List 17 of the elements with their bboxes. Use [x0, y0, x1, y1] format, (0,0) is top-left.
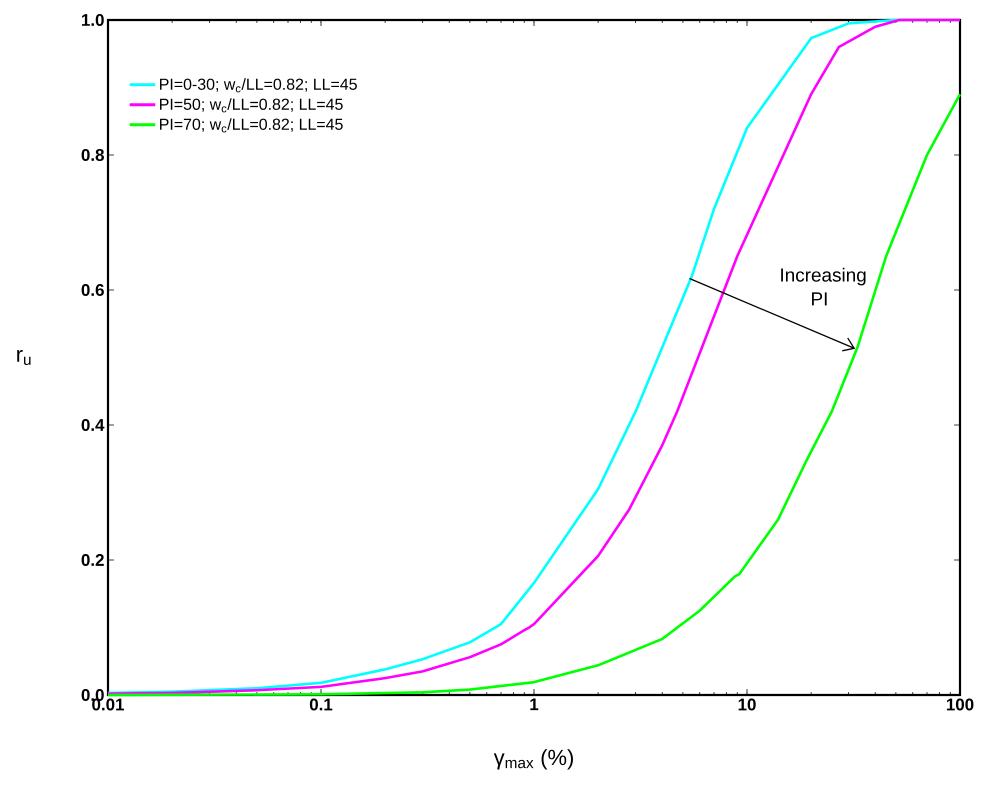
x-tick-label: 100: [946, 698, 974, 710]
x-tick-label: 0.01: [92, 698, 124, 710]
y-tick-label: 1.0: [82, 14, 104, 26]
y-tick-label: 0.0: [82, 688, 104, 701]
x-tick-label: 0.1: [310, 698, 332, 710]
x-tick-label: 1: [530, 698, 538, 710]
y-tick-label: 0.6: [82, 284, 104, 296]
x-axis-title: γ$_{max}$ (%): [494, 749, 573, 770]
legend-label: PI=70; w$_{c}$/LL=0.82; LL=45: [160, 118, 343, 132]
legend-label: PI=50; w$_{c}$/LL=0.82; LL=45: [160, 98, 343, 112]
legend-label: PI=0-30; w$_{c}$/LL=0.82; LL=45: [160, 78, 357, 92]
y-axis-title: r$_{u}$: [17, 350, 31, 366]
annotation: Increasing PI: [781, 268, 866, 306]
x-tick-label: 10: [738, 698, 756, 710]
y-tick-label: 0.8: [82, 148, 104, 161]
y-tick-label: 0.2: [82, 554, 104, 566]
y-tick-label: 0.4: [82, 418, 104, 431]
